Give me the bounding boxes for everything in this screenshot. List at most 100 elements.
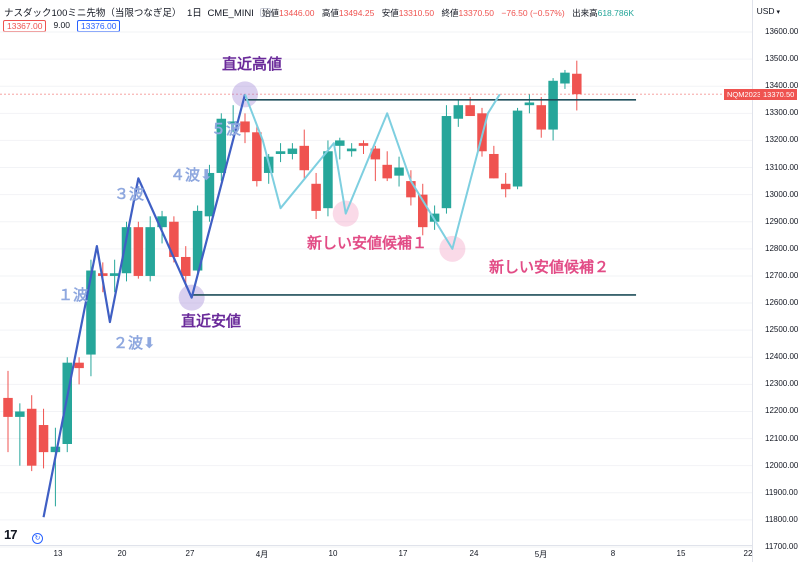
currency-selector[interactable]: USD — [757, 6, 780, 16]
wave-1-label: １波 — [58, 287, 89, 304]
candle-body — [169, 221, 179, 257]
candle-body — [453, 105, 464, 119]
price-tick-label: 13200.00 — [765, 135, 799, 145]
price-tick-label: 11900.00 — [765, 487, 798, 497]
candle-body — [228, 121, 238, 125]
candle-body — [394, 167, 404, 176]
candle-body — [536, 105, 546, 130]
symbol-legend[interactable]: ナスダック100ミニ先物（当限つなぎ足） 1日 CME_MINI — [4, 5, 277, 19]
date-tick-label: 27 — [185, 549, 195, 558]
candle-body — [524, 102, 535, 106]
candle-body — [121, 227, 132, 274]
close-label: 終値 — [441, 8, 459, 18]
last-price-tag: 13370.50 — [760, 88, 798, 100]
price-tick-label: 12000.00 — [765, 460, 799, 470]
candle-body — [572, 73, 582, 95]
candle-body — [429, 213, 440, 222]
date-tick-label: 13 — [53, 549, 63, 558]
candle-body — [323, 151, 333, 209]
change-value: −76.50 (−0.57%) — [501, 8, 565, 18]
candle-body — [240, 121, 250, 133]
low-label: 安値 — [381, 8, 399, 18]
ohlc-legend: 始値13446.00 高値13494.25 安値13310.50 終値13370… — [262, 7, 634, 19]
open-label: 始値 — [262, 8, 280, 18]
symbol-price-tag: NQM2023 — [724, 88, 764, 100]
price-tick-label: 12400.00 — [765, 352, 799, 362]
price-tick-label: 13500.00 — [765, 54, 799, 64]
interval-label[interactable]: 1日 — [187, 8, 202, 19]
close-value: 13370.50 — [458, 8, 494, 18]
price-tick-label: 13600.00 — [765, 27, 799, 36]
candle-body — [370, 148, 381, 160]
price-tick-label: 12500.00 — [765, 325, 799, 335]
price-tick-label: 12300.00 — [765, 379, 799, 389]
price-axis[interactable] — [752, 0, 800, 562]
open-value: 13446.00 — [279, 8, 315, 18]
candle-body — [406, 181, 416, 198]
recent-low-label: 直近安値 — [181, 313, 242, 330]
candle-body — [157, 216, 167, 228]
date-tick-label: 24 — [469, 549, 479, 558]
candle-body — [489, 153, 499, 179]
price-tick-label: 13400.00 — [765, 81, 799, 91]
date-tick-label: 22 — [743, 549, 753, 558]
candle-body — [465, 105, 475, 117]
price-tick-label: 11700.00 — [765, 542, 798, 551]
date-tick-label: 10 — [328, 549, 338, 558]
candle-body — [335, 140, 345, 146]
wave-3-label: ３波 — [114, 186, 145, 203]
candle-body — [26, 408, 37, 466]
visibility-eye-icon[interactable] — [259, 8, 271, 17]
date-tick-label: 17 — [398, 549, 408, 558]
tradingview-logo[interactable]: 17 — [4, 527, 18, 542]
new-low-candidate-1-label: 新しい安値候補１ — [307, 235, 428, 252]
candle-body — [192, 210, 203, 271]
candle-body — [548, 80, 558, 130]
candle-body — [86, 270, 96, 355]
candle-body — [38, 425, 49, 453]
candle-body — [299, 145, 309, 171]
price-tick-label: 12600.00 — [765, 298, 799, 308]
candle-body — [358, 143, 369, 146]
candle-body — [133, 227, 144, 276]
date-tick-label: 8 — [610, 549, 616, 558]
low-value: 13310.50 — [398, 8, 435, 18]
symbol-name[interactable]: ナスダック100ミニ先物（当限つなぎ足） — [4, 8, 182, 19]
chart-header: ナスダック100ミニ先物（当限つなぎ足） 1日 CME_MINI 始値13446… — [0, 0, 752, 38]
price-tick-label: 12100.00 — [765, 433, 799, 443]
candle-body — [275, 151, 286, 154]
date-tick-label: 20 — [117, 549, 127, 558]
time-axis[interactable] — [0, 545, 752, 562]
candle-body — [62, 362, 72, 444]
high-label: 高値 — [321, 8, 339, 18]
wave-4-label: ４波⬇ — [170, 167, 213, 184]
candle-body — [74, 362, 84, 369]
wave-2-label: ２波⬇ — [113, 335, 156, 352]
high-value: 13494.25 — [338, 8, 375, 18]
projection-path — [244, 93, 501, 250]
spread-value: 9.00 — [53, 20, 70, 30]
price-tick-label: 13100.00 — [765, 162, 799, 172]
candle-body — [15, 411, 25, 417]
candle-body — [181, 256, 191, 276]
price-tick-label: 13000.00 — [765, 189, 799, 199]
volume-value: 618.786K — [597, 8, 634, 18]
candle-body — [500, 183, 511, 190]
date-tick-label: 5月 — [534, 550, 548, 559]
price-tick-label: 12200.00 — [765, 406, 799, 416]
price-tick-label: 11800.00 — [765, 514, 798, 524]
elliott-wave-path — [42, 94, 247, 518]
goto-realtime-icon[interactable]: ↻ — [32, 533, 43, 544]
candle-body — [252, 132, 262, 182]
candle-body — [346, 148, 357, 152]
candle-body — [145, 227, 155, 276]
price-tick-label: 13300.00 — [765, 108, 799, 118]
candle-body — [3, 397, 13, 417]
wave-5-label: ５波 — [211, 121, 242, 138]
exchange-label: CME_MINI — [207, 8, 254, 19]
date-tick-label: 4月 — [255, 550, 269, 559]
candle-body — [382, 164, 392, 179]
price-tick-label: 12900.00 — [765, 216, 799, 226]
volume-label: 出来高 — [572, 8, 598, 18]
